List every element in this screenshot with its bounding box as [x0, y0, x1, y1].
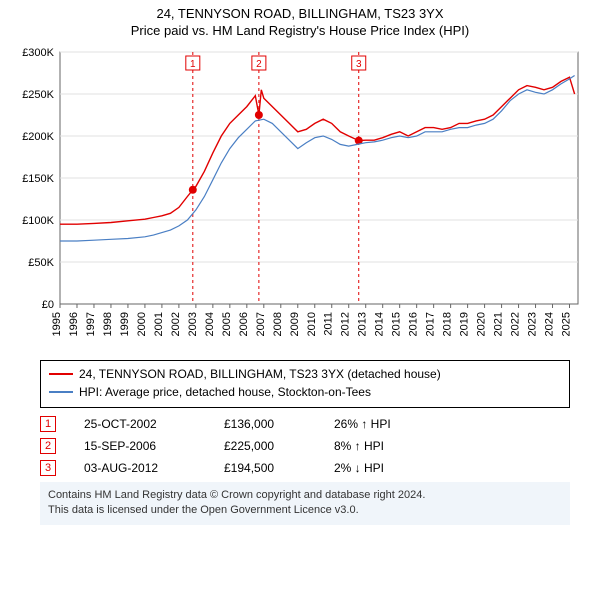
- svg-text:£250K: £250K: [22, 89, 54, 101]
- sale-row: 3 03-AUG-2012£194,5002% ↓ HPI: [40, 460, 570, 476]
- svg-text:2016: 2016: [408, 312, 420, 336]
- svg-text:2022: 2022: [510, 312, 522, 336]
- svg-text:2008: 2008: [272, 312, 284, 336]
- sale-marker: 1: [40, 416, 56, 432]
- svg-text:2020: 2020: [476, 312, 488, 336]
- sale-price: £136,000: [224, 417, 334, 431]
- legend-item: 24, TENNYSON ROAD, BILLINGHAM, TS23 3YX …: [49, 365, 561, 383]
- chart-titles: 24, TENNYSON ROAD, BILLINGHAM, TS23 3YX …: [0, 0, 600, 38]
- svg-text:2018: 2018: [442, 312, 454, 336]
- legend-swatch: [49, 391, 73, 393]
- svg-text:2011: 2011: [323, 312, 335, 336]
- chart-area: £0 £50K £100K £150K £200K £250K £300K 1995 1996 1…: [12, 44, 588, 354]
- line-chart: £0 £50K £100K £150K £200K £250K £300K 1995 1996 1…: [12, 44, 588, 354]
- svg-text:2: 2: [256, 59, 262, 70]
- svg-text:£200K: £200K: [22, 131, 54, 143]
- svg-text:2010: 2010: [306, 312, 318, 336]
- svg-text:2015: 2015: [391, 312, 403, 336]
- sale-marker: 3: [40, 460, 56, 476]
- attribution-box: Contains HM Land Registry data © Crown c…: [40, 482, 570, 525]
- sale-diff: 2% ↓ HPI: [334, 461, 384, 475]
- sale-date: 03-AUG-2012: [84, 461, 224, 475]
- svg-text:£300K: £300K: [22, 47, 54, 59]
- svg-text:2025: 2025: [561, 312, 573, 336]
- page-root: 24, TENNYSON ROAD, BILLINGHAM, TS23 3YX …: [0, 0, 600, 590]
- svg-text:3: 3: [356, 59, 362, 70]
- svg-text:2009: 2009: [289, 312, 301, 336]
- svg-text:2002: 2002: [170, 312, 182, 336]
- svg-text:2003: 2003: [187, 312, 199, 336]
- svg-text:2013: 2013: [357, 312, 369, 336]
- svg-text:2019: 2019: [459, 312, 471, 336]
- chart-subtitle: Price paid vs. HM Land Registry's House …: [0, 23, 600, 38]
- svg-text:2000: 2000: [136, 312, 148, 336]
- svg-text:2005: 2005: [221, 312, 233, 336]
- svg-text:2017: 2017: [425, 312, 437, 336]
- sale-row: 2 15-SEP-2006£225,0008% ↑ HPI: [40, 438, 570, 454]
- svg-text:£0: £0: [42, 299, 54, 311]
- svg-text:1: 1: [190, 59, 196, 70]
- legend-label: HPI: Average price, detached house, Stoc…: [79, 383, 371, 401]
- sale-marker: 2: [40, 438, 56, 454]
- sale-price: £194,500: [224, 461, 334, 475]
- legend-label: 24, TENNYSON ROAD, BILLINGHAM, TS23 3YX …: [79, 365, 441, 383]
- svg-text:1999: 1999: [119, 312, 131, 336]
- svg-text:2021: 2021: [493, 312, 505, 336]
- chart-title: 24, TENNYSON ROAD, BILLINGHAM, TS23 3YX: [0, 6, 600, 21]
- svg-text:2001: 2001: [153, 312, 165, 336]
- legend: 24, TENNYSON ROAD, BILLINGHAM, TS23 3YX …: [40, 360, 570, 408]
- svg-text:£150K: £150K: [22, 173, 54, 185]
- svg-text:2012: 2012: [340, 312, 352, 336]
- svg-text:£100K: £100K: [22, 215, 54, 227]
- svg-text:2007: 2007: [255, 312, 267, 336]
- svg-text:2014: 2014: [374, 312, 386, 336]
- sale-date: 25-OCT-2002: [84, 417, 224, 431]
- sale-row: 1 25-OCT-2002£136,00026% ↑ HPI: [40, 416, 570, 432]
- svg-text:1995: 1995: [51, 312, 63, 336]
- sale-date: 15-SEP-2006: [84, 439, 224, 453]
- svg-text:2006: 2006: [238, 312, 250, 336]
- svg-text:1996: 1996: [68, 312, 80, 336]
- sale-price: £225,000: [224, 439, 334, 453]
- svg-text:2024: 2024: [544, 312, 556, 336]
- legend-item: HPI: Average price, detached house, Stoc…: [49, 383, 561, 401]
- svg-text:2023: 2023: [527, 312, 539, 336]
- svg-text:2004: 2004: [204, 312, 216, 336]
- svg-text:£50K: £50K: [28, 257, 54, 269]
- sale-diff: 26% ↑ HPI: [334, 417, 391, 431]
- attribution-line-2: This data is licensed under the Open Gov…: [48, 503, 562, 518]
- svg-text:1998: 1998: [102, 312, 114, 336]
- attribution-line-1: Contains HM Land Registry data © Crown c…: [48, 488, 562, 503]
- sale-diff: 8% ↑ HPI: [334, 439, 384, 453]
- legend-swatch: [49, 373, 73, 375]
- sales-table: 1 25-OCT-2002£136,00026% ↑ HPI 2 15-SEP-200…: [40, 416, 570, 476]
- svg-text:1997: 1997: [85, 312, 97, 336]
